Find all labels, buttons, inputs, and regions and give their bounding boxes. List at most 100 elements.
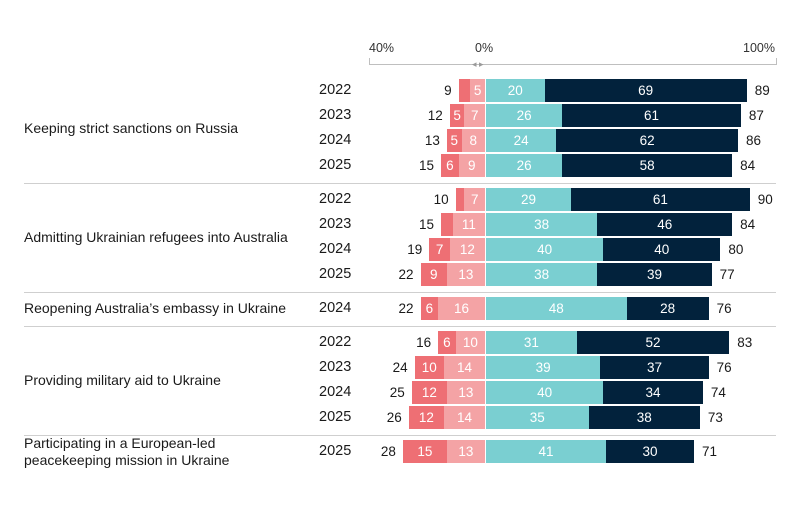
bar-somewhat-support	[486, 213, 598, 236]
bar-strong-oppose	[441, 213, 453, 236]
group-separator	[24, 292, 776, 293]
value-strong-support: 52	[645, 335, 661, 350]
value-somewhat-support: 20	[507, 83, 523, 98]
value-somewhat-support: 48	[548, 301, 564, 316]
bar-strong-oppose	[429, 238, 450, 261]
year-label: 2024	[319, 300, 352, 316]
year-label: 2025	[319, 409, 352, 425]
bar-somewhat-oppose	[446, 440, 485, 463]
bar-somewhat-support	[486, 104, 563, 127]
oppose-total: 13	[424, 133, 440, 148]
value-strong-support: 30	[642, 444, 658, 459]
bar-somewhat-oppose	[461, 129, 485, 152]
bar-somewhat-support	[486, 79, 545, 102]
bar-strong-oppose	[414, 356, 444, 379]
value-somewhat-oppose: 14	[456, 360, 472, 375]
bar-somewhat-support	[486, 188, 571, 211]
bar-somewhat-oppose	[443, 356, 485, 379]
bar-strong-support	[544, 79, 747, 102]
bar-somewhat-oppose	[464, 188, 485, 211]
bar-strong-support	[606, 440, 695, 463]
bar-somewhat-support	[486, 331, 577, 354]
oppose-total: 24	[392, 360, 408, 375]
bar-strong-support	[603, 238, 721, 261]
value-strong-support: 38	[636, 410, 652, 425]
value-strong-support: 34	[645, 385, 661, 400]
support-total: 76	[716, 301, 732, 316]
oppose-total: 10	[433, 192, 449, 207]
year-label: 2022	[319, 334, 352, 350]
value-somewhat-oppose: 7	[470, 192, 479, 207]
group-separator	[24, 183, 776, 184]
year-label: 2022	[319, 82, 352, 98]
year-label: 2024	[319, 132, 352, 148]
bar-strong-oppose	[408, 406, 444, 429]
bar-somewhat-oppose	[443, 406, 485, 429]
bar-somewhat-oppose	[438, 297, 485, 320]
bar-strong-oppose	[420, 297, 439, 320]
bar-somewhat-oppose	[446, 263, 485, 286]
bar-strong-oppose	[438, 331, 456, 354]
bar-somewhat-support	[486, 297, 627, 320]
bar-strong-support	[600, 356, 709, 379]
value-strong-support: 61	[652, 192, 668, 207]
category-label: Reopening Australia’s embassy in Ukraine	[24, 300, 286, 316]
category-label: Participating in a European-led peacekee…	[24, 434, 230, 468]
center-arrows-icon: ◂ ▸	[472, 59, 484, 69]
bar-somewhat-oppose	[449, 238, 485, 261]
oppose-total: 28	[380, 444, 396, 459]
value-somewhat-oppose: 7	[470, 108, 479, 123]
value-somewhat-oppose: 11	[461, 217, 476, 232]
axis-label-center: 0%	[475, 41, 494, 55]
bar-strong-oppose	[449, 104, 465, 127]
category-label: Providing military aid to Ukraine	[24, 371, 221, 388]
support-total: 74	[710, 385, 726, 400]
bar-somewhat-oppose	[446, 381, 485, 404]
oppose-total: 9	[444, 83, 452, 98]
bar-strong-support	[562, 104, 741, 127]
axis-tick-right	[776, 58, 777, 65]
bar-strong-oppose	[441, 154, 459, 177]
value-somewhat-oppose: 13	[458, 444, 474, 459]
year-label: 2025	[319, 157, 352, 173]
oppose-total: 26	[386, 410, 402, 425]
bar-somewhat-oppose	[458, 154, 485, 177]
oppose-total: 19	[407, 242, 423, 257]
value-strong-oppose: 6	[446, 158, 454, 173]
value-somewhat-oppose: 8	[469, 133, 478, 148]
bar-somewhat-oppose	[470, 79, 485, 102]
bar-strong-support	[588, 406, 700, 429]
value-strong-support: 46	[657, 217, 673, 232]
value-strong-oppose: 12	[421, 385, 437, 400]
value-somewhat-oppose: 9	[468, 158, 476, 173]
axis-label-right: 100%	[743, 41, 775, 55]
oppose-total: 22	[398, 267, 414, 282]
category-label: Keeping strict sanctions on Russia	[24, 119, 238, 136]
bar-somewhat-support	[486, 263, 598, 286]
value-somewhat-support: 26	[516, 108, 532, 123]
category-label: Admitting Ukrainian refugees into Austra…	[24, 228, 288, 245]
bar-somewhat-support	[486, 356, 601, 379]
bar-somewhat-oppose	[464, 104, 485, 127]
axis-tick-left	[369, 58, 370, 65]
bar-strong-support	[597, 213, 733, 236]
support-total: 86	[745, 133, 761, 148]
support-total: 89	[754, 83, 770, 98]
bar-strong-oppose	[458, 79, 471, 102]
oppose-total: 22	[398, 301, 414, 316]
bar-strong-support	[570, 188, 750, 211]
value-strong-support: 40	[654, 242, 670, 257]
bar-strong-support	[562, 154, 733, 177]
bar-strong-support	[556, 129, 738, 152]
value-strong-oppose: 6	[443, 335, 451, 350]
value-strong-support: 58	[639, 158, 655, 173]
year-label: 2025	[319, 443, 352, 459]
bar-strong-support	[626, 297, 709, 320]
oppose-total: 12	[427, 108, 443, 123]
support-total: 90	[757, 192, 773, 207]
support-total: 76	[716, 360, 732, 375]
axis-label-left: 40%	[369, 41, 395, 55]
bar-strong-oppose	[402, 440, 447, 463]
bar-strong-support	[603, 381, 703, 404]
support-total: 73	[707, 410, 723, 425]
